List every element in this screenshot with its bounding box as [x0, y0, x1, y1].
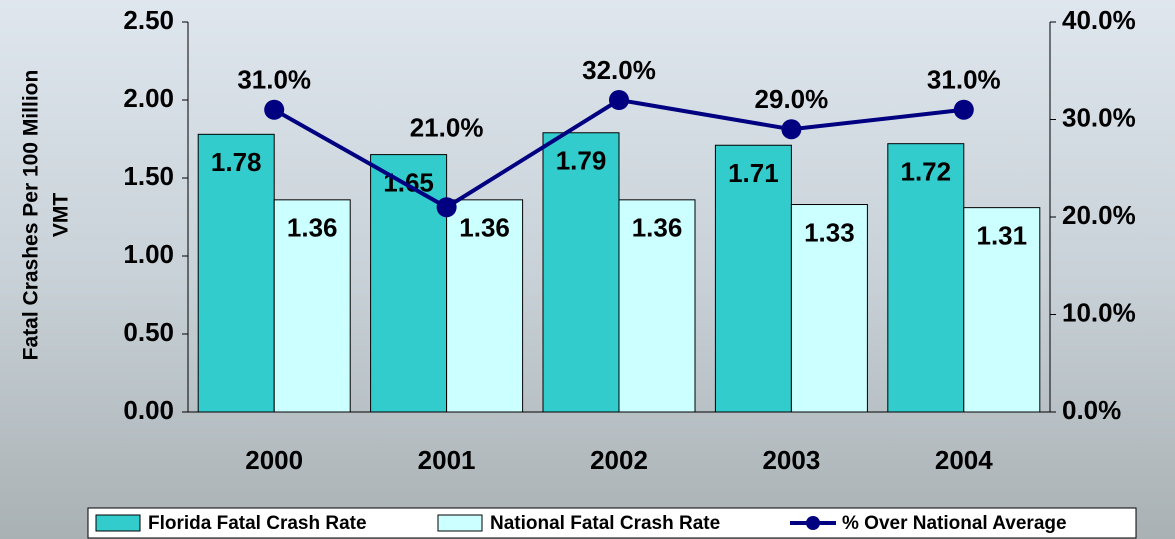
line-value-label: 32.0%	[582, 55, 656, 85]
legend-swatch	[806, 516, 820, 530]
bar	[618, 199, 696, 413]
bar-value-label: 1.79	[556, 146, 607, 176]
bar	[446, 199, 524, 413]
y2-tick-label: 20.0%	[1062, 200, 1136, 230]
bar-value-label: 1.36	[632, 213, 683, 243]
bar-value-label: 1.78	[211, 147, 262, 177]
bar-value-label: 1.65	[383, 167, 434, 197]
y-axis-title: Fatal Crashes Per 100 Million	[20, 70, 43, 361]
x-tick-label: 2004	[935, 445, 993, 475]
x-tick-label: 2002	[590, 445, 648, 475]
y2-tick-label: 30.0%	[1062, 102, 1136, 132]
y-tick-label: 2.00	[123, 83, 174, 113]
y-tick-label: 1.00	[123, 239, 174, 269]
bar	[714, 144, 792, 413]
line-value-label: 31.0%	[927, 65, 1001, 95]
x-tick-label: 2001	[418, 445, 476, 475]
legend-swatch	[95, 514, 141, 532]
bar-value-label: 1.31	[976, 221, 1027, 251]
bar-value-label: 1.72	[900, 157, 951, 187]
legend-box	[87, 507, 1137, 539]
legend-label: National Fatal Crash Rate	[490, 513, 720, 534]
line-value-label: 31.0%	[237, 65, 311, 95]
y2-tick-label: 0.0%	[1062, 395, 1121, 425]
line-point	[781, 119, 802, 140]
y2-tick-label: 40.0%	[1062, 5, 1136, 35]
bar	[197, 133, 275, 413]
y-tick-label: 0.50	[123, 317, 174, 347]
legend-label: Florida Fatal Crash Rate	[148, 513, 367, 534]
bar	[542, 132, 620, 413]
y-tick-label: 2.50	[123, 5, 174, 35]
legend-label: % Over National Average	[842, 513, 1067, 534]
y-axis-title: VMT	[50, 193, 73, 238]
line-point	[264, 99, 285, 120]
bar	[273, 199, 351, 413]
bar-value-label: 1.33	[804, 217, 855, 247]
line-value-label: 21.0%	[410, 112, 484, 142]
line-point	[953, 99, 974, 120]
line-value-label: 29.0%	[755, 84, 829, 114]
x-tick-label: 2000	[245, 445, 303, 475]
bar	[963, 207, 1041, 413]
y2-tick-label: 10.0%	[1062, 297, 1136, 327]
bar	[790, 204, 868, 413]
bar-value-label: 1.36	[287, 213, 338, 243]
y-tick-label: 0.00	[123, 395, 174, 425]
bar-value-label: 1.71	[728, 158, 779, 188]
legend-swatch	[437, 514, 483, 532]
y-tick-label: 1.50	[123, 161, 174, 191]
bar-value-label: 1.36	[459, 213, 510, 243]
line-point	[436, 197, 457, 218]
x-tick-label: 2003	[762, 445, 820, 475]
line-point	[609, 90, 629, 110]
bar	[370, 154, 448, 413]
